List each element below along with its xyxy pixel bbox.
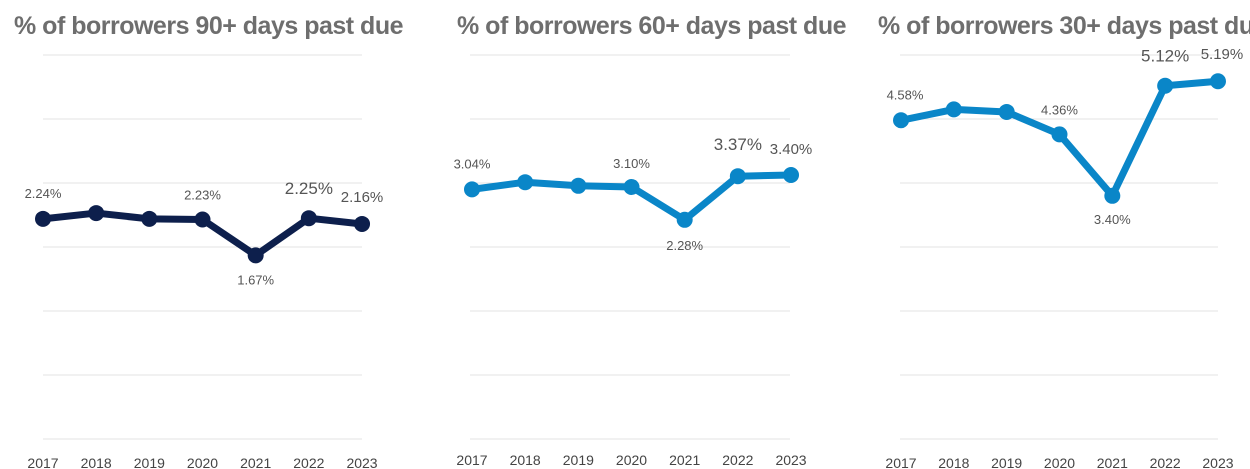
data-point-marker [729,168,746,185]
data-point-marker [88,205,105,222]
x-tick-label: 2020 [187,455,218,469]
data-point-marker [354,215,371,232]
x-tick-label: 2017 [885,455,916,469]
data-point-marker [1157,77,1174,94]
x-tick-label: 2019 [134,455,165,469]
data-point-marker [1051,126,1068,143]
x-tick-label: 2022 [293,455,324,469]
data-point-marker [783,167,800,183]
data-label: 3.37% [714,135,762,154]
data-label: 2.25% [285,179,333,198]
line-chart-90-days: 2017 2018 2019 2020 2021 2022 2023 2.24% 2.23% 1.… [25,54,384,469]
x-tick-label: 2023 [346,455,377,469]
data-point-marker [623,179,640,195]
line-chart-60-days: 2017 2018 2019 2020 2021 2022 2023 3.04% 3.10% 2.… [454,54,813,468]
x-tick-label: 2018 [81,455,112,469]
x-tick-label: 2021 [669,452,700,468]
x-tick-label: 2017 [27,455,58,469]
data-label: 2.23% [184,187,221,202]
x-tick-label: 2022 [722,452,753,468]
data-point-marker [1209,73,1226,90]
data-label: 3.10% [613,156,650,171]
data-label: 5.12% [1141,47,1189,66]
x-tick-label: 2019 [563,452,594,468]
x-tick-label: 2021 [1097,455,1128,469]
x-tick-label: 2023 [1202,455,1233,469]
chart-title: % of borrowers 30+ days past due [878,12,1250,40]
x-tick-label: 2018 [938,455,969,469]
data-point-marker [517,174,534,191]
data-label: 2.24% [25,186,62,201]
data-point-marker [141,210,158,227]
data-label: 5.19% [1201,46,1244,63]
data-point-marker [570,177,587,194]
data-point-marker [1104,187,1121,204]
chart-title: % of borrowers 60+ days past due [457,12,847,40]
data-label: 2.16% [341,189,384,206]
data-label: 3.40% [770,141,813,158]
chart-title: % of borrowers 90+ days past due [14,12,404,40]
x-tick-label: 2017 [456,452,487,468]
data-label: 2.28% [666,238,703,253]
chart-panel-30-days: % of borrowers 30+ days past due 2017 201… [855,0,1250,469]
x-tick-label: 2020 [616,452,647,468]
data-point-marker [35,210,51,227]
x-tick-label: 2019 [991,455,1022,469]
data-label: 3.04% [454,156,491,171]
x-tick-label: 2022 [1150,455,1181,469]
x-tick-label: 2018 [510,452,541,468]
data-point-marker [194,211,211,228]
line-chart-30-days: 2017 2018 2019 2020 2021 2022 2023 4.58% 4.36% 3.… [885,46,1244,469]
data-point-marker [893,112,909,129]
data-label: 3.40% [1094,212,1131,227]
data-point-marker [676,211,693,228]
data-label: 4.58% [887,87,924,102]
data-point-marker [998,103,1015,120]
chart-panel-90-days: % of borrowers 90+ days past due 2017 201… [0,0,404,469]
data-point-marker [300,210,317,227]
x-tick-label: 2023 [775,452,806,468]
data-label: 4.36% [1041,102,1078,117]
data-point-marker [247,247,264,264]
x-tick-label: 2021 [240,455,271,469]
x-tick-label: 2020 [1044,455,1075,469]
data-point-marker [945,101,962,118]
data-point-marker [464,181,480,198]
data-label: 1.67% [237,272,274,287]
chart-panel-60-days: % of borrowers 60+ days past due 2017 201… [430,0,847,469]
